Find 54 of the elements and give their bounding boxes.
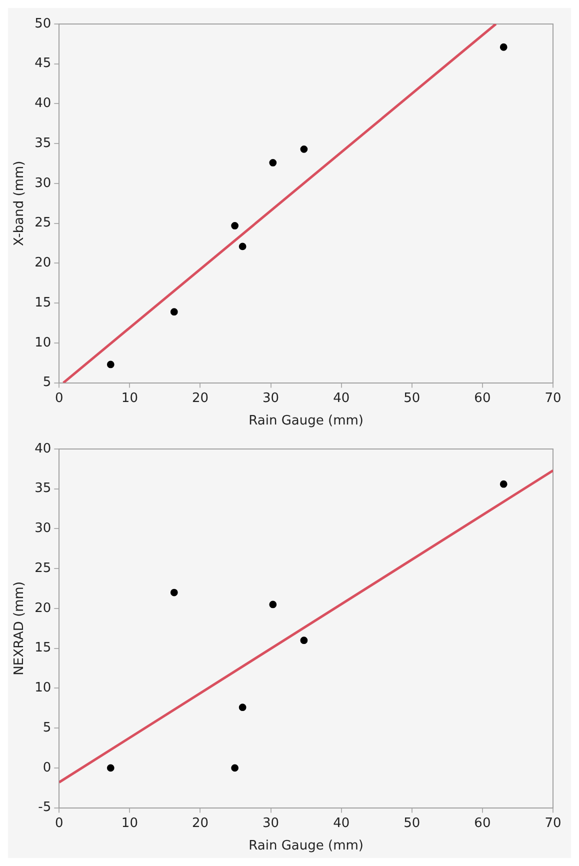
y-tick-label: 5 bbox=[42, 375, 52, 390]
y-tick-label: 20 bbox=[34, 256, 52, 271]
y-tick-label: 45 bbox=[34, 56, 52, 72]
x-tick-label: 30 bbox=[262, 816, 280, 831]
point bbox=[300, 636, 308, 644]
point bbox=[106, 764, 114, 772]
y-tick-label: 35 bbox=[34, 481, 52, 496]
point bbox=[231, 222, 239, 230]
y-tick-label: 25 bbox=[34, 560, 52, 576]
x-tick-label: 20 bbox=[192, 390, 209, 406]
x-tick-label: 60 bbox=[474, 390, 491, 406]
x-tick-label: 0 bbox=[55, 390, 64, 406]
y-tick-label: -5 bbox=[38, 800, 52, 816]
x-tick-label: 70 bbox=[544, 816, 562, 831]
x-axis-title: Rain Gauge (mm) bbox=[248, 838, 364, 854]
x-axis-title: Rain Gauge (mm) bbox=[248, 414, 364, 429]
x-tick-label: 50 bbox=[404, 816, 420, 831]
y-tick-label: 40 bbox=[34, 441, 52, 456]
x-tick-label: 20 bbox=[192, 816, 209, 831]
y-tick-label: 10 bbox=[34, 335, 52, 350]
y-tick-label: 50 bbox=[34, 16, 52, 32]
x-tick-label: 60 bbox=[474, 816, 491, 831]
x-tick-label: 30 bbox=[262, 390, 280, 406]
y-tick-label: 15 bbox=[34, 640, 52, 656]
y-tick-label: 30 bbox=[34, 176, 52, 191]
y-axis-title: X-band (mm) bbox=[12, 160, 28, 246]
y-tick-label: 25 bbox=[34, 216, 52, 231]
x-tick-label: 70 bbox=[544, 390, 562, 406]
y-tick-label: 15 bbox=[34, 295, 52, 310]
point bbox=[170, 308, 178, 316]
y-tick-label: 30 bbox=[34, 521, 52, 536]
y-tick-label: 0 bbox=[42, 760, 52, 776]
point bbox=[500, 43, 508, 51]
x-tick-label: 40 bbox=[333, 390, 350, 406]
x-tick-label: 10 bbox=[121, 816, 138, 831]
y-tick-label: 35 bbox=[34, 136, 52, 151]
point bbox=[238, 704, 246, 712]
y-tick-label: 40 bbox=[34, 96, 52, 112]
point bbox=[269, 159, 277, 166]
y-tick-label: 5 bbox=[42, 720, 52, 736]
point bbox=[300, 145, 308, 153]
x-tick-label: 50 bbox=[404, 390, 420, 406]
y-axis-title: NEXRAD (mm) bbox=[12, 581, 28, 676]
point bbox=[269, 600, 277, 608]
point bbox=[106, 360, 114, 368]
x-tick-label: 0 bbox=[55, 816, 64, 831]
point bbox=[231, 764, 239, 772]
x-tick-label: 10 bbox=[121, 390, 138, 406]
point bbox=[238, 242, 246, 250]
y-tick-label: 10 bbox=[34, 680, 52, 696]
point bbox=[500, 480, 508, 488]
point bbox=[170, 588, 178, 596]
y-tick-label: 20 bbox=[34, 600, 52, 616]
x-tick-label: 40 bbox=[333, 816, 350, 831]
